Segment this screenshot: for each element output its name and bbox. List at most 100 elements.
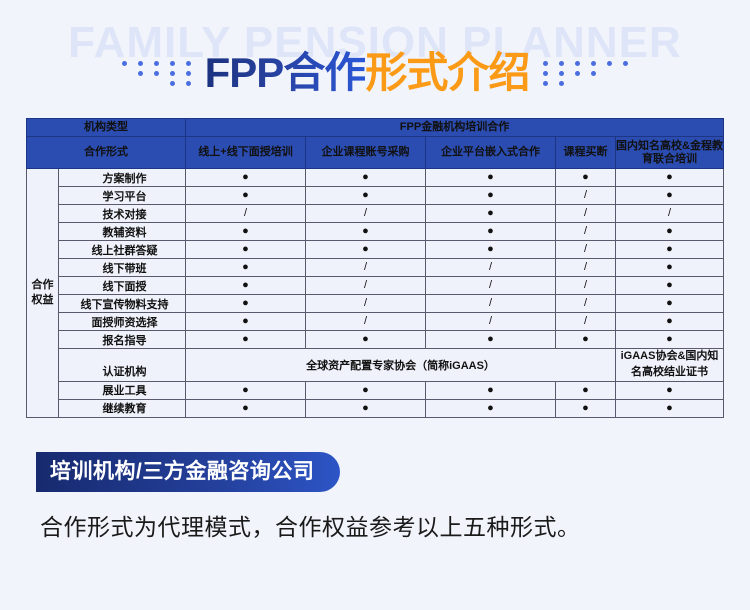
- cell-value: ●: [185, 258, 306, 277]
- cell-value: /: [555, 312, 616, 331]
- table-row: 展业工具 ● ● ● ● ●: [27, 380, 725, 400]
- cell-value: ●: [185, 186, 306, 205]
- footer-note: 合作形式为代理模式，合作权益参考以上五种形式。: [40, 514, 581, 540]
- cell-value: ●: [555, 398, 616, 418]
- cell-value: /: [425, 294, 556, 313]
- cell-value: ●: [185, 398, 306, 418]
- cell-value: ●: [614, 186, 725, 205]
- cell-value: ●: [425, 380, 556, 400]
- column-header-course-buyout: 课程买断: [555, 136, 616, 169]
- cell-value: ●: [305, 168, 426, 187]
- header-institution-type: 机构类型: [26, 118, 186, 137]
- cell-value: /: [305, 276, 426, 295]
- cell-value: ●: [185, 294, 306, 313]
- column-header-online-offline: 线上+线下面授培训: [185, 136, 306, 169]
- cell-value: /: [555, 222, 616, 241]
- cell-value: ●: [425, 168, 556, 187]
- table-row: 面授师资选择 ● / / / ●: [27, 312, 725, 331]
- cell-value: /: [305, 312, 426, 331]
- cell-value: /: [555, 258, 616, 277]
- cooperation-matrix-table: 机构类型 FPP金融机构培训合作 合作形式 线上+线下面授培训 企业课程账号采购…: [26, 118, 725, 418]
- table-row: 线下宣传物料支持 ● / / / ●: [27, 294, 725, 313]
- cell-certification-association: 全球资产配置专家协会（简称iGAAS）: [185, 348, 616, 382]
- cell-value: ●: [555, 168, 616, 187]
- table-row: 技术对接 / / ● / /: [27, 204, 725, 223]
- cell-value: ●: [425, 398, 556, 418]
- table-row: 继续教育 ● ● ● ● ●: [27, 398, 725, 418]
- decorative-dots-right: [543, 60, 629, 86]
- cell-value: ●: [614, 258, 725, 277]
- cell-value: ●: [185, 312, 306, 331]
- row-label: 方案制作: [58, 168, 186, 187]
- cell-value: /: [185, 204, 306, 223]
- cell-value: /: [555, 276, 616, 295]
- table-row-certification: 认证机构 全球资产配置专家协会（简称iGAAS） iGAAS协会&国内知名高校结…: [27, 348, 725, 382]
- page-title-primary: FPP合作: [204, 49, 367, 96]
- cell-value: ●: [614, 240, 725, 259]
- cell-value: ●: [614, 312, 725, 331]
- cell-value: ●: [185, 168, 306, 187]
- table-row: 线上社群答疑 ● ● ● / ●: [27, 240, 725, 259]
- cell-value: ●: [614, 168, 725, 187]
- cell-value: ●: [425, 330, 556, 349]
- table-header-row-1: 机构类型 FPP金融机构培训合作: [26, 118, 725, 137]
- partner-type-badge: 培训机构/三方金融咨询公司: [36, 452, 341, 492]
- table-row: 合作 权益 方案制作 ● ● ● ● ●: [26, 168, 725, 418]
- cell-value: ●: [425, 204, 556, 223]
- cell-value: /: [555, 294, 616, 313]
- row-label: 技术对接: [58, 204, 186, 223]
- table-header-row-2: 合作形式 线上+线下面授培训 企业课程账号采购 企业平台嵌入式合作 课程买断 国…: [26, 136, 725, 169]
- cell-value: ●: [614, 398, 725, 418]
- cell-certification-university: iGAAS协会&国内知名高校结业证书: [614, 348, 725, 382]
- cell-value: ●: [555, 330, 616, 349]
- cell-value: ●: [614, 276, 725, 295]
- cell-value: /: [305, 258, 426, 277]
- page-title-accent: 形式介绍: [365, 49, 530, 96]
- cell-value: ●: [305, 330, 426, 349]
- watermark-text: FAMILY PENSION PLANNER: [68, 18, 682, 67]
- row-label: 学习平台: [58, 186, 186, 205]
- row-label: 继续教育: [58, 398, 186, 418]
- cell-value: ●: [305, 186, 426, 205]
- header-cooperation-form: 合作形式: [26, 136, 186, 169]
- title-row: FPP合作形式介绍: [0, 52, 750, 94]
- footer-section: 培训机构/三方金融咨询公司 合作形式为代理模式，合作权益参考以上五种形式。: [0, 452, 750, 542]
- cell-value: /: [425, 258, 556, 277]
- cell-value: ●: [185, 240, 306, 259]
- column-header-university-joint: 国内知名高校&金程教育联合培训: [614, 136, 725, 169]
- row-label: 线上社群答疑: [58, 240, 186, 259]
- page-title: FPP合作形式介绍: [204, 49, 531, 96]
- cell-value: ●: [305, 240, 426, 259]
- row-label: 线下面授: [58, 276, 186, 295]
- table-row: 报名指导 ● ● ● ● ●: [27, 330, 725, 349]
- cell-value: ●: [614, 330, 725, 349]
- cell-value: /: [425, 312, 556, 331]
- column-header-platform-embed: 企业平台嵌入式合作: [425, 136, 556, 169]
- cell-value: ●: [614, 294, 725, 313]
- decorative-dots-left: [121, 60, 191, 86]
- cell-value: /: [305, 294, 426, 313]
- row-label: 教辅资料: [58, 222, 186, 241]
- cell-value: ●: [425, 186, 556, 205]
- header-fpp-cooperation: FPP金融机构培训合作: [184, 118, 725, 137]
- cell-value: ●: [305, 380, 426, 400]
- cell-value: /: [425, 276, 556, 295]
- cell-value: /: [305, 204, 426, 223]
- table-row: 线下带班 ● / / / ●: [27, 258, 725, 277]
- page-header: FAMILY PENSION PLANNER FPP合作形式介绍: [0, 0, 750, 112]
- cell-value: ●: [185, 330, 306, 349]
- row-label: 面授师资选择: [58, 312, 186, 331]
- row-label: 线下带班: [58, 258, 186, 277]
- cell-value: /: [614, 204, 725, 223]
- side-label-benefits: 合作 权益: [26, 168, 59, 418]
- cell-value: /: [555, 240, 616, 259]
- cell-value: /: [555, 186, 616, 205]
- cell-value: ●: [425, 240, 556, 259]
- table-row: 学习平台 ● ● ● / ●: [27, 186, 725, 205]
- cell-value: ●: [614, 222, 725, 241]
- cell-value: ●: [185, 380, 306, 400]
- row-label: 展业工具: [58, 380, 186, 400]
- cell-value: ●: [555, 380, 616, 400]
- row-label: 报名指导: [58, 330, 186, 349]
- table-row: 线下面授 ● / / / ●: [27, 276, 725, 295]
